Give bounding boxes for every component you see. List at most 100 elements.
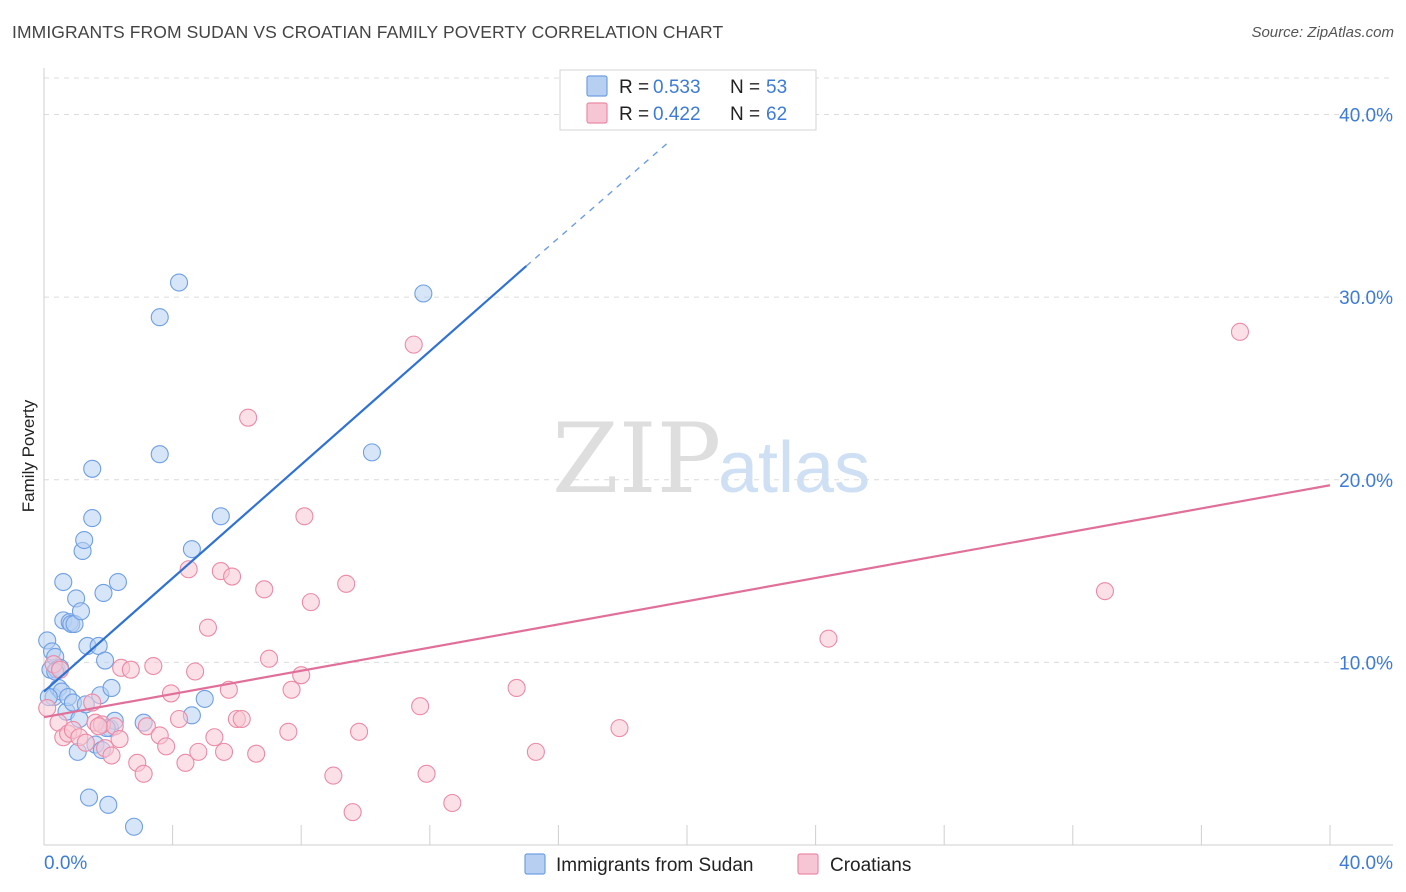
data-point — [301, 593, 320, 612]
data-point — [195, 689, 214, 708]
data-point — [211, 507, 230, 526]
data-point — [76, 733, 95, 752]
trend-line — [43, 265, 527, 693]
trend-line — [43, 484, 1331, 719]
data-point — [186, 662, 205, 681]
legend-n-label-sudan: N = — [730, 77, 760, 98]
data-point — [54, 572, 73, 592]
watermark-atlas: atlas — [718, 428, 870, 508]
data-point — [350, 722, 369, 741]
data-point — [205, 728, 224, 747]
data-point — [343, 803, 362, 822]
points-croatians — [38, 322, 1250, 822]
data-point — [279, 722, 298, 741]
data-point — [102, 678, 121, 697]
data-point — [507, 678, 526, 697]
y-tick-label: 40.0% — [1339, 106, 1393, 127]
x-tick-label-min: 0.0% — [44, 853, 87, 874]
gridlines — [44, 77, 1393, 663]
bottom-legend: Immigrants from Sudan Croatians — [524, 853, 911, 876]
data-point — [38, 698, 57, 718]
data-point — [144, 656, 163, 676]
data-point — [137, 717, 156, 736]
data-point — [819, 629, 838, 648]
data-point — [89, 717, 108, 736]
data-point — [232, 709, 251, 729]
source-label: Source: ZipAtlas.com — [1251, 24, 1394, 41]
data-point — [239, 408, 258, 427]
data-point — [179, 560, 198, 579]
legend-r-label-croatians: R = — [619, 104, 649, 125]
y-tick-label: 30.0% — [1339, 288, 1393, 309]
data-point — [51, 660, 70, 679]
data-point — [75, 530, 94, 550]
legend-box: R = 0.533 N = 53 R = 0.422 N = 62 — [559, 69, 817, 131]
data-point — [169, 709, 189, 729]
data-point — [150, 308, 169, 327]
data-point — [1095, 582, 1114, 601]
data-point — [295, 507, 314, 526]
data-point — [169, 273, 189, 292]
data-point — [110, 730, 129, 749]
x-tick-labels: 0.0% 40.0% — [44, 853, 1393, 874]
data-point — [99, 795, 118, 814]
data-point — [526, 742, 545, 761]
data-point — [157, 737, 176, 756]
data-point — [102, 746, 121, 765]
data-point — [259, 649, 279, 668]
data-point — [96, 651, 115, 670]
data-point — [404, 335, 423, 354]
chart-title: IMMIGRANTS FROM SUDAN VS CROATIAN FAMILY… — [12, 22, 724, 42]
data-point — [417, 764, 436, 783]
legend-n-value-croatians: 62 — [766, 104, 787, 125]
data-point — [71, 602, 91, 621]
x-tick-label-max: 40.0% — [1339, 853, 1393, 874]
data-point — [282, 680, 301, 699]
data-point — [324, 766, 343, 785]
legend-r-value-sudan: 0.533 — [653, 77, 701, 98]
y-tick-label: 20.0% — [1339, 471, 1393, 492]
bottom-legend-swatch-croatians — [797, 853, 819, 875]
legend-swatch-sudan — [586, 75, 608, 97]
data-point — [411, 697, 430, 716]
data-point — [124, 817, 144, 836]
data-point — [94, 583, 113, 603]
data-point — [83, 459, 102, 478]
y-tick-labels: 10.0% 20.0% 30.0% 40.0% — [1339, 106, 1393, 675]
data-point — [362, 443, 381, 462]
data-point — [610, 719, 629, 738]
data-point — [108, 572, 127, 592]
bottom-legend-label-sudan: Immigrants from Sudan — [556, 855, 753, 876]
trend-lines — [43, 139, 1331, 719]
y-axis-label: Family Poverty — [19, 399, 38, 512]
y-tick-label: 10.0% — [1339, 653, 1393, 674]
legend-n-label-croatians: N = — [730, 104, 760, 125]
data-point — [83, 509, 102, 528]
data-point — [247, 744, 266, 763]
legend-r-label-sudan: R = — [619, 77, 649, 98]
data-point — [198, 618, 218, 637]
data-point — [414, 284, 433, 303]
bottom-legend-label-croatians: Croatians — [830, 855, 911, 876]
data-point — [255, 580, 274, 599]
data-point — [189, 742, 208, 761]
data-point — [443, 793, 462, 813]
bottom-legend-swatch-sudan — [524, 853, 546, 875]
data-point — [176, 753, 195, 772]
data-point — [223, 567, 242, 586]
data-point — [134, 764, 153, 783]
legend-n-value-sudan: 53 — [766, 77, 787, 98]
watermark-zip: ZIP — [552, 403, 721, 515]
legend-r-value-croatians: 0.422 — [653, 104, 701, 125]
data-point — [121, 660, 140, 679]
legend-swatch-croatians — [586, 102, 608, 124]
data-point — [182, 540, 201, 559]
trend-line-extension — [525, 139, 672, 267]
watermark: ZIP atlas — [552, 403, 870, 515]
data-point — [214, 742, 234, 761]
data-point — [150, 445, 169, 464]
data-point — [337, 574, 356, 593]
data-point — [79, 788, 99, 807]
data-point — [1230, 322, 1250, 341]
